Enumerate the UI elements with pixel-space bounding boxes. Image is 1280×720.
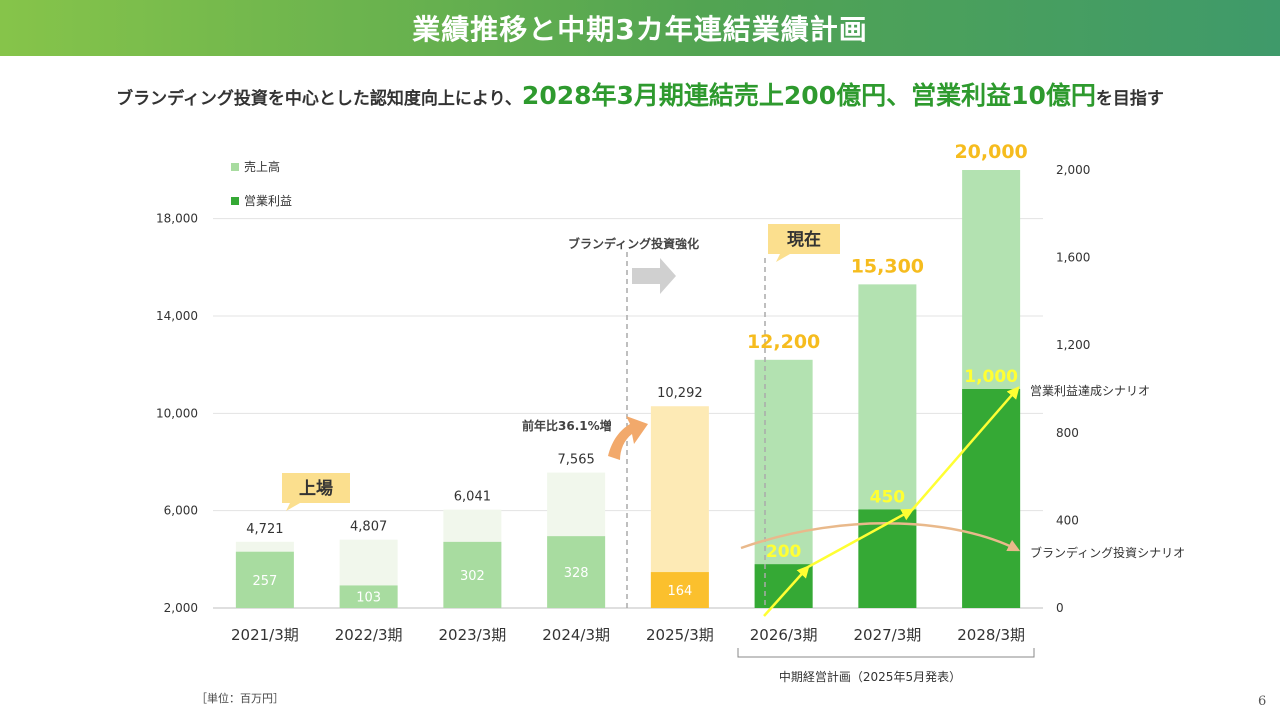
legend-swatch-sales [231,163,239,171]
right-axis-tick-label: 800 [1056,426,1079,440]
scenario-arrow-3 [911,386,1020,511]
branding-scenario-label: ブランディング投資シナリオ [1030,545,1185,560]
right-axis-tick-label: 1,600 [1056,251,1090,265]
plan-bracket-label: 中期経営計画（2025年5月発表） [779,669,961,684]
category-label: 2025/3期 [646,626,714,644]
sales-value-label: 10,292 [657,386,703,401]
title-bar: 業績推移と中期3カ年連結業績計画 [0,0,1280,56]
sales-value-label: 12,200 [747,331,820,353]
profit-value-label: 103 [356,591,381,606]
legend-swatch-profit [231,197,239,205]
left-axis-tick-label: 10,000 [156,406,198,420]
category-label: 2024/3期 [542,626,610,644]
scenario-arrow-2 [807,508,915,569]
profit-bar [858,509,917,608]
profit-bar [650,572,709,608]
sales-value-label: 20,000 [954,141,1027,163]
profit-value-label: 164 [667,584,692,599]
subtitle-prefix: ブランディング投資を中心とした認知度向上により、 [116,89,522,109]
left-axis-tick-label: 6,000 [164,504,198,518]
category-label: 2027/3期 [853,626,921,644]
right-axis-tick-label: 400 [1056,513,1079,527]
yoy-label: 前年比36.1%増 [522,418,612,433]
category-label: 2022/3期 [335,626,403,644]
sales-value-label: 15,300 [851,255,924,277]
sales-value-label: 6,041 [454,490,491,505]
branding-invest-label: ブランディング投資強化 [568,236,699,251]
plan-bracket [737,648,1035,658]
branding-scenario-arrow [740,522,1021,552]
left-axis-tick-label: 14,000 [156,309,198,323]
profit-value-label: 302 [460,569,485,584]
profit-scenario-label: 営業利益達成シナリオ [1030,384,1150,398]
category-label: 2026/3期 [750,626,818,644]
profit-value-label: 200 [766,542,802,562]
listing-callout-shape [282,473,350,511]
sales-value-label: 7,565 [558,453,595,468]
legend-label-sales: 売上高 [244,159,280,174]
profit-bar [235,551,294,608]
profit-bar [339,585,398,608]
left-axis-tick-label: 18,000 [156,212,198,226]
category-label: 2028/3期 [957,626,1025,644]
profit-value-label: 1,000 [964,367,1018,387]
legend-label-profit: 営業利益 [244,194,292,208]
right-axis-tick-label: 1,200 [1056,338,1090,352]
yoy-arrow [608,416,648,460]
page-title: 業績推移と中期3カ年連結業績計画 [412,13,868,46]
listing-callout-label: 上場 [299,479,333,499]
current-callout-shape [768,224,840,262]
branding-invest-arrow [632,258,676,294]
sales-value-label: 4,807 [350,520,387,535]
right-axis-tick-label: 2,000 [1056,163,1090,177]
page-number: 6 [1258,694,1267,709]
subtitle-suffix: を目指す [1095,89,1164,109]
subtitle: ブランディング投資を中心とした認知度向上により、2028年3月期連結売上200億… [0,76,1280,112]
category-label: 2023/3期 [438,626,506,644]
current-callout-label: 現在 [787,229,821,250]
profit-bar [962,389,1021,608]
category-label: 2021/3期 [231,626,299,644]
profit-bar [443,541,502,608]
sales-value-label: 4,721 [246,522,283,537]
profit-value-label: 450 [870,487,906,507]
scenario-arrow-1 [763,565,810,617]
right-axis-tick-label: 0 [1056,601,1064,615]
left-axis-tick-label: 2,000 [164,601,198,615]
subtitle-highlight: 2028年3月期連結売上200億円、営業利益10億円 [521,81,1096,110]
profit-bar [547,536,606,608]
profit-value-label: 257 [252,574,277,589]
unit-label: ［単位：百万円］ [196,692,284,705]
profit-value-label: 328 [564,566,589,581]
